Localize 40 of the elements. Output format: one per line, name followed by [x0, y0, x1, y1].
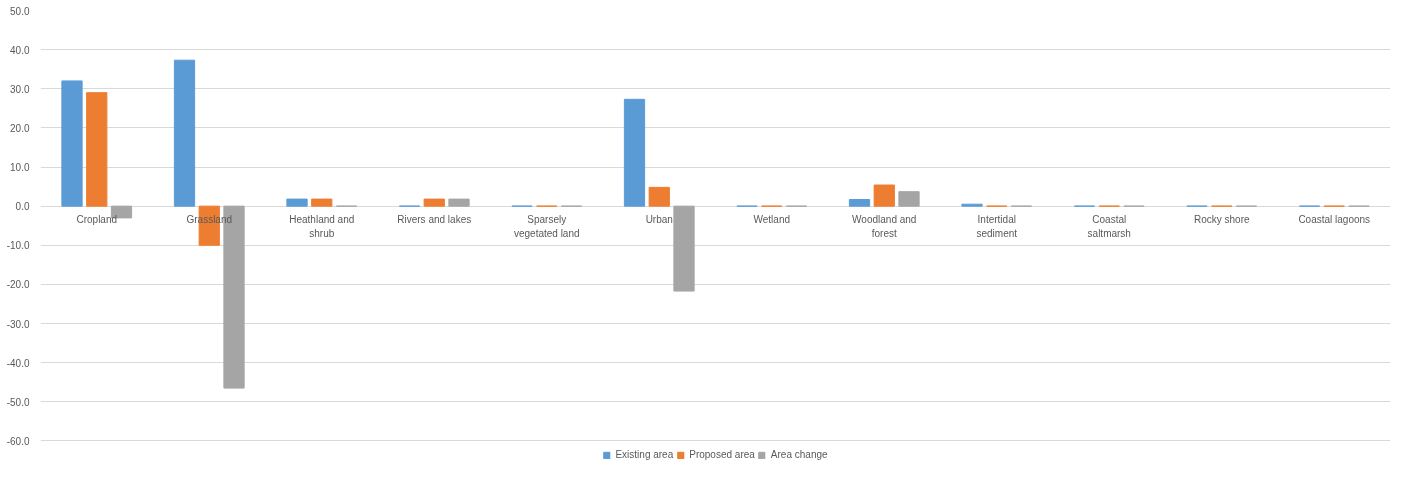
bar — [61, 80, 83, 207]
bar — [898, 191, 920, 207]
x-tick-label: Rocky shore — [1193, 214, 1250, 226]
y-tick-label: 40.0 — [10, 44, 30, 56]
legend-label: Area change — [770, 449, 828, 460]
legend-label: Proposed area — [689, 449, 755, 460]
x-tick-label: Urban — [645, 214, 673, 226]
y-tick-label: -10.0 — [6, 240, 30, 252]
y-tick-label: 30.0 — [10, 83, 30, 95]
y-tick-label: 0.0 — [15, 201, 30, 213]
x-tick-label: Grassland — [186, 214, 233, 226]
y-tick-label: 10.0 — [10, 162, 30, 174]
y-tick-label: -30.0 — [6, 318, 30, 330]
bar — [423, 198, 445, 207]
x-tick-label: Heathland and shrub — [289, 214, 355, 240]
y-tick-label: 50.0 — [10, 5, 30, 17]
y-tick-label: -20.0 — [6, 279, 30, 291]
x-tick-label: Coastal lagoons — [1298, 214, 1371, 226]
y-tick-label: -60.0 — [6, 435, 30, 447]
y-tick-label: 20.0 — [10, 122, 30, 134]
bar — [311, 198, 333, 207]
y-tick-label: -40.0 — [6, 357, 30, 369]
bar — [286, 198, 308, 207]
bar — [673, 205, 695, 292]
x-tick-label: Cropland — [76, 214, 118, 226]
bar — [648, 186, 670, 207]
x-tick-label: Woodland and forest — [852, 214, 917, 240]
bar — [873, 184, 895, 207]
x-tick-label: Rivers and lakes — [397, 214, 472, 226]
x-tick-label: Wetland — [753, 214, 791, 226]
x-tick-label: Coastal saltmarsh — [1087, 214, 1131, 240]
bar — [86, 92, 108, 207]
x-tick-label: Intertidal sediment — [976, 214, 1018, 240]
bar — [448, 198, 470, 207]
bar — [848, 199, 871, 207]
y-tick-label: -50.0 — [6, 396, 30, 408]
x-tick-label: Sparsely vegetated land — [513, 214, 580, 240]
bar — [173, 59, 196, 207]
bar — [623, 98, 646, 207]
legend-label: Existing area — [615, 449, 674, 460]
